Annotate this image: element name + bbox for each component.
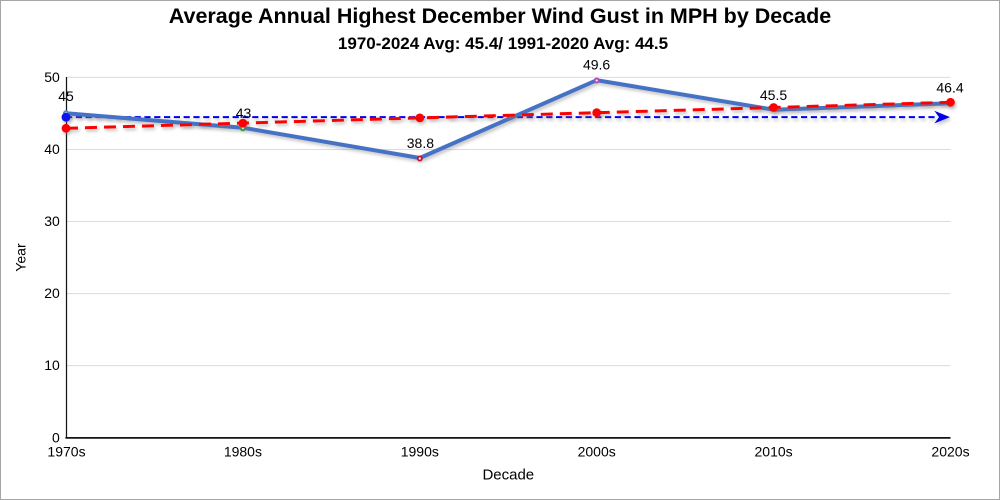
svg-text:49.6: 49.6 (583, 57, 610, 73)
svg-text:1980s: 1980s (224, 443, 262, 459)
svg-text:45.5: 45.5 (760, 87, 787, 103)
svg-text:40: 40 (44, 141, 60, 157)
svg-text:46.4: 46.4 (936, 79, 963, 95)
svg-text:1970-2024 Avg: 45.4/ 1991-2020: 1970-2024 Avg: 45.4/ 1991-2020 Avg: 44.5 (338, 34, 668, 53)
svg-text:Average Annual Highest Decembe: Average Annual Highest December Wind Gus… (169, 4, 832, 28)
svg-text:30: 30 (44, 213, 60, 229)
svg-text:20: 20 (44, 285, 60, 301)
svg-text:1990s: 1990s (401, 443, 439, 459)
svg-text:0: 0 (52, 429, 60, 445)
svg-text:10: 10 (44, 357, 60, 373)
svg-text:2020s: 2020s (931, 443, 969, 459)
svg-text:1970s: 1970s (47, 443, 85, 459)
svg-text:45: 45 (58, 88, 74, 104)
svg-text:2000s: 2000s (578, 443, 616, 459)
svg-text:50: 50 (44, 69, 60, 85)
svg-text:Year: Year (12, 243, 28, 272)
svg-text:2010s: 2010s (755, 443, 793, 459)
svg-text:Decade: Decade (482, 467, 534, 484)
svg-text:43: 43 (236, 105, 252, 121)
svg-text:38.8: 38.8 (407, 135, 434, 151)
